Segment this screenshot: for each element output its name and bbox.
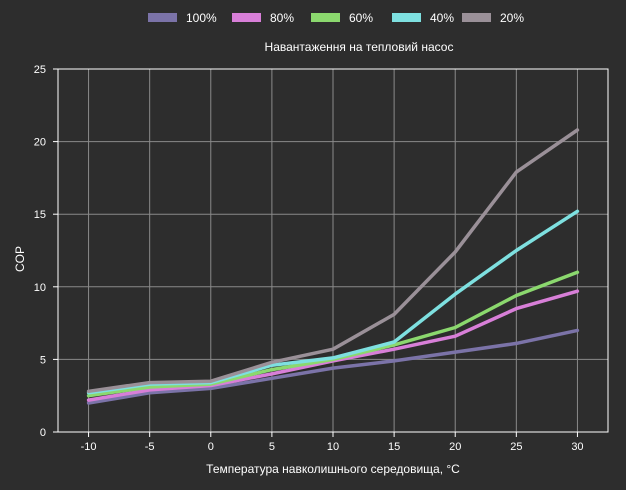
x-tick-label: 0 bbox=[208, 441, 214, 453]
legend-label: 20% bbox=[500, 11, 524, 25]
y-tick-labels: 0 5 10 15 20 25 bbox=[34, 64, 58, 439]
y-tick-label: 0 bbox=[40, 427, 46, 439]
y-tick-label: 20 bbox=[34, 137, 46, 149]
x-tick-label: -5 bbox=[145, 441, 155, 453]
series-line-100pct bbox=[86, 328, 580, 405]
legend-label: 40% bbox=[430, 11, 454, 25]
legend-label: 60% bbox=[349, 11, 373, 25]
series-line-20pct bbox=[86, 128, 580, 394]
legend-item-80pct: 80% bbox=[232, 11, 294, 25]
legend: 100% 80% 60% 40% 20% bbox=[148, 11, 524, 25]
legend-swatch bbox=[232, 13, 261, 22]
x-tick-label: 15 bbox=[388, 441, 400, 453]
x-tick-label: 25 bbox=[510, 441, 522, 453]
grid bbox=[58, 68, 608, 433]
x-tick-label: -10 bbox=[81, 441, 97, 453]
legend-item-40pct: 40% bbox=[392, 11, 454, 25]
y-tick-label: 10 bbox=[34, 282, 46, 294]
y-axis-label: COP bbox=[13, 246, 27, 272]
y-tick-label: 5 bbox=[40, 354, 46, 366]
x-tick-labels: -10 -5 0 5 10 15 20 25 30 bbox=[81, 432, 584, 453]
legend-swatch bbox=[392, 13, 421, 22]
legend-item-100pct: 100% bbox=[148, 11, 217, 25]
legend-item-60pct: 60% bbox=[311, 11, 373, 25]
legend-title: Навантаження на тепловий насос bbox=[265, 40, 454, 54]
y-tick-label: 25 bbox=[34, 64, 46, 76]
legend-item-20pct: 20% bbox=[462, 11, 524, 25]
series-lines bbox=[86, 128, 580, 405]
x-tick-label: 30 bbox=[571, 441, 583, 453]
x-axis-label: Температура навколишнього середовища, °C bbox=[206, 462, 460, 476]
legend-swatch bbox=[462, 13, 491, 22]
x-tick-label: 10 bbox=[327, 441, 339, 453]
legend-swatch bbox=[148, 13, 177, 22]
legend-label: 80% bbox=[270, 11, 294, 25]
legend-swatch bbox=[311, 13, 340, 22]
y-tick-label: 15 bbox=[34, 209, 46, 221]
legend-label: 100% bbox=[186, 11, 217, 25]
x-tick-label: 20 bbox=[449, 441, 461, 453]
x-tick-label: 5 bbox=[269, 441, 275, 453]
